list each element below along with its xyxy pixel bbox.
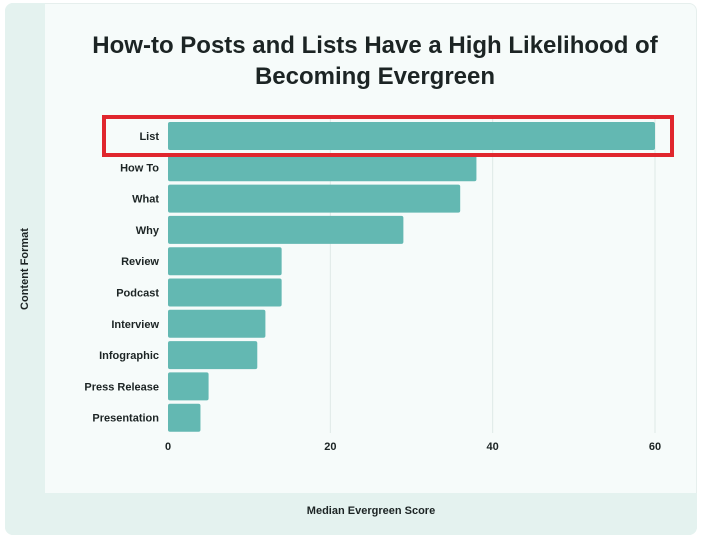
- y-tick-label: Interview: [111, 319, 159, 331]
- bar: [168, 404, 200, 432]
- bar: [168, 185, 460, 213]
- y-tick-label: Presentation: [92, 413, 159, 425]
- y-tick-label: What: [132, 194, 159, 206]
- y-tick-label: Press Release: [84, 381, 159, 393]
- bar: [168, 247, 282, 275]
- bar: [168, 310, 265, 338]
- y-tick-label: Infographic: [99, 350, 159, 362]
- y-tick-label: Review: [121, 256, 159, 268]
- bar: [168, 153, 476, 181]
- x-tick-label: 60: [649, 441, 661, 453]
- y-tick-label: List: [139, 131, 159, 143]
- y-tick-label: Why: [136, 225, 160, 237]
- bar: [168, 279, 282, 307]
- bar: [168, 341, 257, 369]
- y-tick-label: Podcast: [116, 288, 159, 300]
- x-tick-label: 0: [165, 441, 171, 453]
- bar: [168, 372, 209, 400]
- y-tick-label: How To: [120, 162, 159, 174]
- x-tick-label: 40: [487, 441, 499, 453]
- bar: [168, 122, 655, 150]
- bar: [168, 216, 403, 244]
- x-tick-label: 20: [324, 441, 336, 453]
